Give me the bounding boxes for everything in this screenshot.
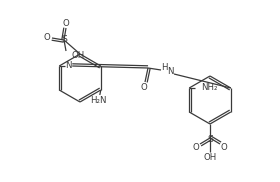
Text: O: O — [193, 143, 199, 151]
Text: O: O — [44, 33, 50, 43]
Text: NH₂: NH₂ — [201, 82, 218, 92]
Text: N: N — [65, 60, 71, 70]
Text: OH: OH — [203, 153, 217, 163]
Text: O: O — [141, 84, 147, 92]
Text: OH: OH — [72, 50, 85, 60]
Text: H: H — [161, 64, 167, 72]
Text: S: S — [207, 134, 213, 143]
Text: O: O — [63, 19, 69, 27]
Text: N: N — [167, 68, 173, 76]
Text: O: O — [221, 143, 227, 151]
Text: S: S — [61, 35, 67, 45]
Text: H₂N: H₂N — [90, 96, 107, 104]
